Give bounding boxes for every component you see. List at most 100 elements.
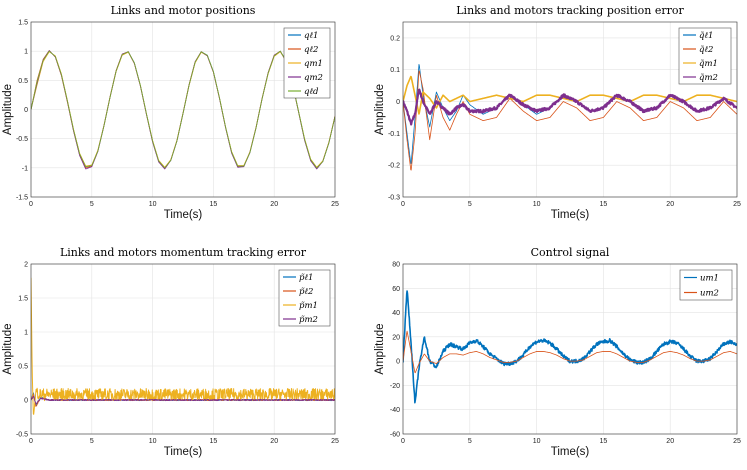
chart-links-motor-positions: 0 5 10 15 20 25 -1.5 -1 -0.5 0 0.5 1 1.5 Links and mo… [2,4,339,221]
x-tick-label: 0 [401,438,405,445]
y-tick-label: 60 [392,286,400,293]
x-tick-label: 5 [468,201,472,208]
chart-title: Links and motors tracking position error [456,4,684,17]
legend-label-0: qℓ1 [304,31,318,41]
x-tick-label: 25 [331,438,339,445]
x-tick-label: 20 [666,201,674,208]
y-tick-label: -1 [22,165,28,172]
legend-box [278,269,331,327]
y-axis-label: Amplitude [2,84,14,135]
legend: um1 um2 [679,269,733,301]
y-tick-label: 0 [396,359,400,366]
y-tick-label: 0 [24,107,28,114]
legend-label-1: qℓ2 [304,45,318,55]
legend-label-1: um2 [700,289,719,299]
x-tick-label: 5 [468,438,472,445]
y-axis-label: Amplitude [374,84,386,135]
legend-box [678,27,732,85]
axes-frame [402,263,738,435]
y-tick-label: 1.5 [18,296,28,303]
x-tick-label: 20 [270,438,278,445]
x-tick-label: 25 [733,201,741,208]
y-tick-label: 0 [24,398,28,405]
y-tick-label: -40 [390,407,400,414]
y-tick-label: 1.5 [18,20,28,27]
axes-frame [30,263,336,435]
x-axis-label: Time(s) [551,446,590,458]
legend: qℓ1 qℓ2 qm1 qm2 qℓd [283,27,331,99]
x-axis-label: Time(s) [164,446,203,458]
x-tick-label: 0 [29,438,33,445]
legend-label-4: qℓd [304,87,319,97]
x-tick-label: 15 [210,438,218,445]
y-tick-label: -60 [390,432,400,439]
x-tick-label: 10 [533,201,541,208]
legend-label-2: q̃m1 [699,58,718,69]
legend-label-0: q̃ℓ1 [699,30,713,41]
legend-label-1: q̃ℓ2 [699,44,713,55]
x-tick-label: 10 [149,438,157,445]
y-axis-label: Amplitude [374,323,386,374]
series-line-1 [403,330,737,374]
chart-control-signal: 0 5 10 15 20 25 -60 -40 -20 0 20 40 60 80 Control sign… [374,246,741,458]
y-axis-label: Amplitude [2,323,14,374]
y-tick-label: -0.5 [16,136,28,143]
x-tick-label: 15 [600,201,608,208]
chart-title: Control signal [531,246,610,259]
series-group [31,277,335,415]
series-group [403,63,737,171]
chart-title: Links and motor positions [111,4,256,17]
legend-label-3: q̃m2 [699,72,718,83]
x-tick-label: 15 [600,438,608,445]
legend: q̃ℓ1 q̃ℓ2 q̃m1 q̃m2 [678,27,732,85]
y-tick-label: 2 [24,262,28,269]
y-tick-label: 40 [392,310,400,317]
y-tick-label: 0.5 [18,364,28,371]
axes-frame [30,21,336,198]
series-line-3 [31,395,335,405]
series-group [403,290,737,404]
x-tick-label: 15 [210,201,218,208]
series-line-0 [403,290,737,404]
x-axis-label: Time(s) [551,209,590,221]
legend-label-3: qm2 [304,73,323,83]
y-tick-label: 80 [392,262,400,269]
y-tick-label: 20 [392,334,400,341]
x-tick-label: 5 [90,438,94,445]
y-tick-label: 0 [396,99,400,106]
y-tick-label: 1 [24,330,28,337]
y-tick-label: -0.3 [388,195,400,202]
x-tick-label: 5 [90,201,94,208]
legend-label-2: p̃m1 [299,300,318,311]
y-tick-label: -1.5 [16,195,28,202]
y-tick-label: 0.1 [390,67,400,74]
legend-box [679,269,733,301]
series-line-3 [403,88,737,126]
legend-label-0: um1 [700,274,719,284]
x-tick-label: 25 [331,201,339,208]
y-tick-label: -0.2 [388,163,400,170]
legend-label-3: p̃m2 [299,314,318,325]
x-axis-label: Time(s) [164,209,203,221]
y-tick-label: -20 [390,383,400,390]
x-tick-label: 0 [401,201,405,208]
x-tick-label: 20 [270,201,278,208]
chart-tracking-position-error: 0 5 10 15 20 25 -0.3 -0.2 -0.1 0 0.1 0.2 Links and m… [374,4,741,221]
y-tick-label: 0.5 [18,78,28,85]
y-tick-label: -0.5 [16,432,28,439]
chart-title: Links and motors momentum tracking error [60,246,307,259]
y-tick-label: -0.1 [388,131,400,138]
series-line-2 [31,277,335,415]
x-tick-label: 20 [666,438,674,445]
x-tick-label: 25 [733,438,741,445]
x-tick-label: 10 [533,438,541,445]
axes-frame [402,21,738,198]
x-tick-label: 0 [29,201,33,208]
legend: p̃ℓ1 p̃ℓ2 p̃m1 p̃m2 [278,269,331,327]
y-tick-label: 1 [24,49,28,56]
y-tick-label: 0.2 [390,35,400,42]
series-line-1 [403,70,737,171]
legend-label-0: p̃ℓ1 [299,272,313,283]
